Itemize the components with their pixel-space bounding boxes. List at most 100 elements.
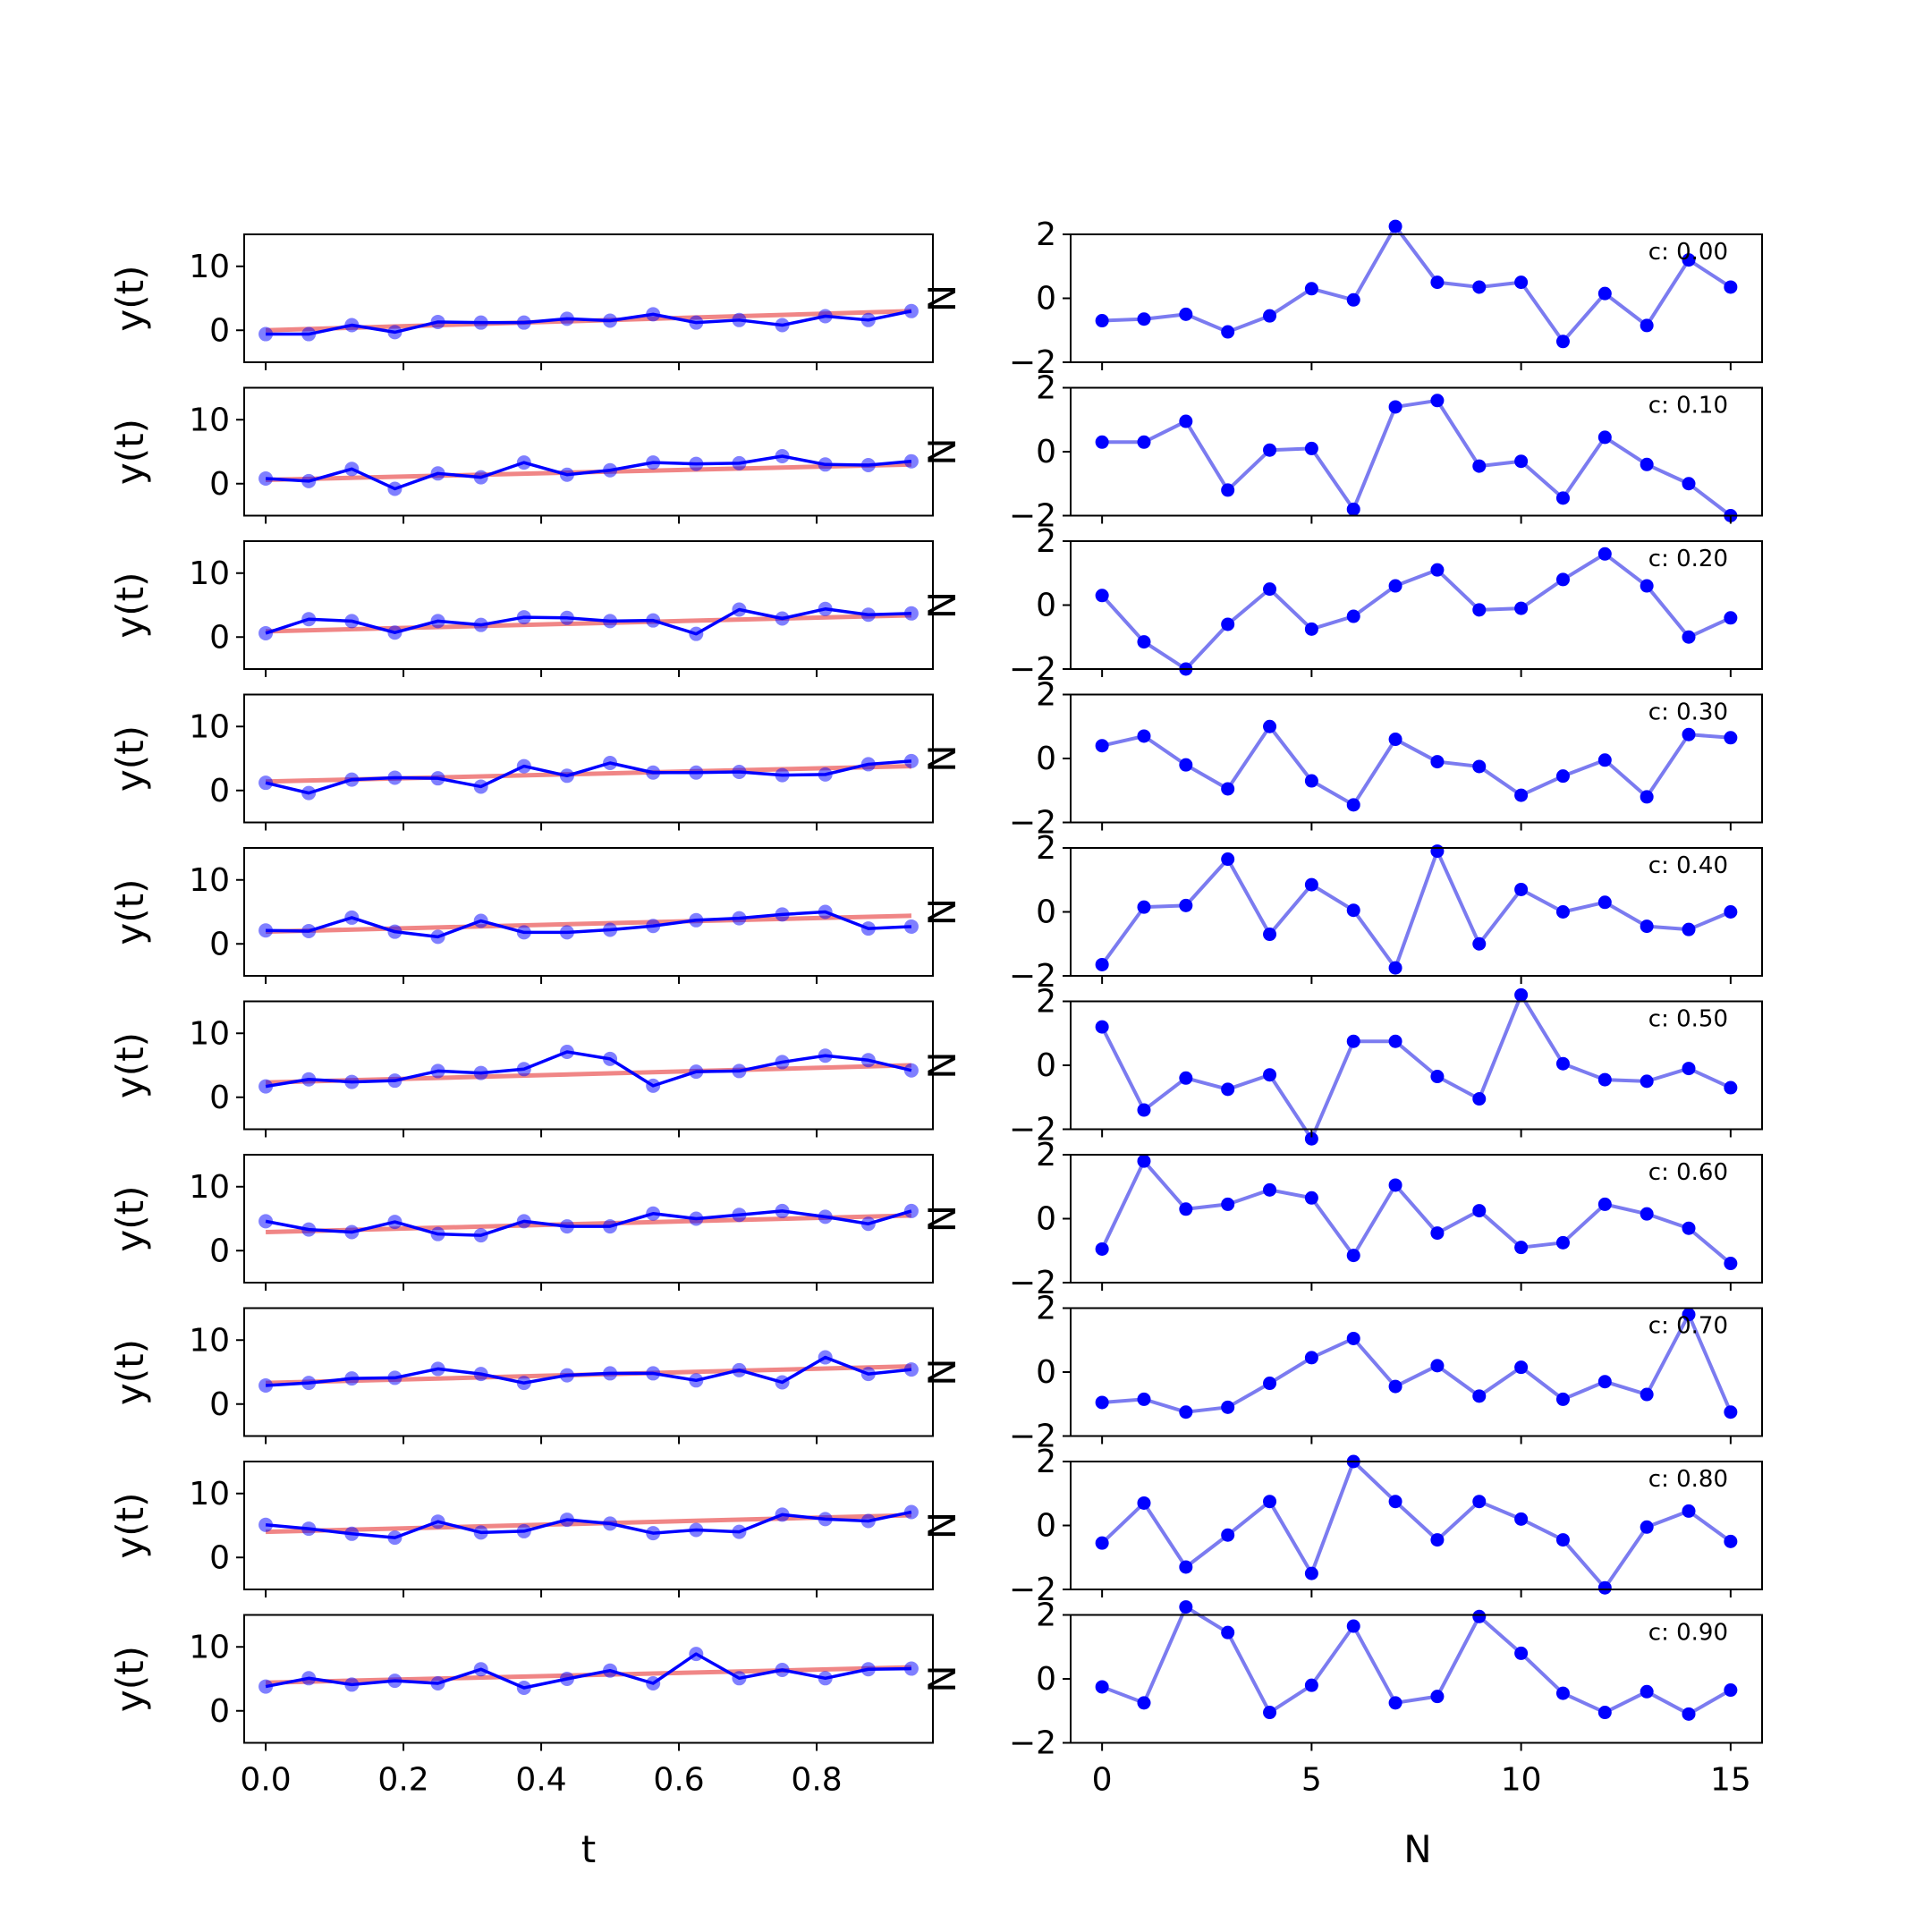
trend-line-5	[265, 1063, 912, 1085]
noise-point-4-15	[1724, 905, 1738, 919]
noise-point-6-0	[1095, 1241, 1109, 1256]
noise-point-0-8	[1430, 275, 1445, 290]
left-xtick-label-1: 0.2	[377, 1762, 428, 1799]
noise-line-9	[1101, 1605, 1732, 1716]
left-plot-area-5	[258, 1044, 919, 1094]
noise-point-2-0	[1095, 589, 1109, 603]
noise-point-5-13	[1640, 1074, 1654, 1089]
noise-point-7-8	[1430, 1359, 1445, 1373]
panel-annotation-5: c: 0.50	[1648, 1006, 1728, 1033]
plot-layer: 0 10 y(t) −2 0 2 Nc: 0.00 0 10 y(t) −2 0 2 Nc: 0.10 0 1…	[108, 216, 1763, 1799]
left-axes-frame-9	[243, 1614, 934, 1744]
noise-point-9-12	[1597, 1706, 1612, 1720]
right-panel-0: −2 0 2 Nc: 0.00	[920, 216, 1763, 381]
noise-point-1-9	[1472, 459, 1487, 473]
left-ytick-label-3-1: 10	[189, 708, 230, 745]
noise-point-7-14	[1682, 1308, 1696, 1322]
noise-point-4-11	[1555, 905, 1570, 919]
noise-point-3-15	[1724, 731, 1738, 745]
noise-point-2-12	[1597, 547, 1612, 561]
noise-point-4-0	[1095, 957, 1109, 971]
left-ytick-label-0-1: 10	[189, 249, 230, 285]
right-ytick-label-0-1: 0	[1036, 281, 1056, 318]
noise-point-6-12	[1597, 1197, 1612, 1211]
noise-point-8-13	[1640, 1520, 1654, 1534]
noise-point-4-14	[1682, 922, 1696, 936]
noise-point-1-0	[1095, 435, 1109, 449]
noise-point-2-14	[1682, 630, 1696, 644]
noise-point-0-1	[1137, 312, 1151, 326]
panel-annotation-4: c: 0.40	[1648, 852, 1728, 879]
noise-point-0-0	[1095, 314, 1109, 328]
noise-point-1-4	[1263, 443, 1277, 457]
noise-point-7-12	[1597, 1375, 1612, 1389]
series-line-3	[265, 759, 912, 795]
noise-point-6-3	[1221, 1197, 1235, 1211]
noise-point-8-2	[1179, 1560, 1193, 1574]
noise-point-6-15	[1724, 1257, 1738, 1271]
left-y-axis-label-7: y(t)	[108, 1339, 152, 1405]
right-y-axis-label-1: N	[920, 437, 964, 465]
noise-point-8-7	[1388, 1495, 1402, 1509]
noise-point-6-1	[1137, 1154, 1151, 1168]
noise-point-7-2	[1179, 1405, 1193, 1419]
right-panel-8: −2 0 2 Nc: 0.80	[920, 1444, 1763, 1608]
right-panel-1: −2 0 2 Nc: 0.10	[920, 370, 1763, 535]
left-ytick-label-5-1: 10	[189, 1015, 230, 1052]
noise-point-8-5	[1304, 1566, 1318, 1580]
right-ytick-label-1-1: 0	[1036, 434, 1056, 470]
noise-point-3-7	[1388, 733, 1402, 747]
left-y-axis-label-9: y(t)	[108, 1646, 152, 1712]
noise-point-5-0	[1095, 1020, 1109, 1034]
left-plot-area-2	[258, 601, 919, 641]
noise-point-6-9	[1472, 1204, 1487, 1218]
right-panel-6: −2 0 2 Nc: 0.60	[920, 1137, 1763, 1301]
left-ytick-label-2-1: 10	[189, 555, 230, 592]
noise-point-7-4	[1263, 1377, 1277, 1391]
left-panel-2: 0 10 y(t)	[108, 540, 934, 677]
right-panel-3: −2 0 2 Nc: 0.30	[920, 677, 1763, 842]
right-ytick-label-9-1: 0	[1036, 1661, 1056, 1698]
left-ytick-label-9-1: 10	[189, 1629, 230, 1665]
series-line-4	[266, 910, 912, 939]
noise-point-1-7	[1388, 400, 1402, 414]
noise-line-0	[1102, 225, 1732, 343]
noise-point-9-10	[1514, 1646, 1529, 1660]
left-y-axis-label-3: y(t)	[108, 725, 152, 792]
noise-point-0-10	[1514, 275, 1529, 290]
right-ytick-label-6-0: −2	[1009, 1265, 1056, 1301]
left-ytick-label-4-1: 10	[189, 862, 230, 899]
noise-point-1-13	[1640, 457, 1654, 471]
noise-point-1-3	[1221, 483, 1235, 497]
left-ytick-label-6-1: 10	[189, 1169, 230, 1206]
series-line-1	[265, 454, 912, 491]
noise-point-5-7	[1388, 1034, 1402, 1048]
noise-point-7-0	[1095, 1395, 1109, 1410]
right-ytick-label-4-0: −2	[1009, 958, 1056, 995]
noise-point-2-6	[1346, 609, 1360, 623]
right-panel-4: −2 0 2 Nc: 0.40	[920, 830, 1763, 995]
left-ytick-label-7-0: 0	[209, 1386, 230, 1423]
left-plot-area-4	[258, 904, 919, 945]
noise-line-5	[1100, 993, 1732, 1141]
noise-point-3-6	[1346, 798, 1360, 812]
noise-point-7-1	[1137, 1392, 1151, 1406]
noise-point-7-15	[1724, 1405, 1738, 1419]
noise-point-4-13	[1640, 919, 1654, 934]
noise-point-5-8	[1430, 1070, 1445, 1084]
panel-annotation-6: c: 0.60	[1648, 1159, 1728, 1186]
noise-point-4-1	[1137, 900, 1151, 914]
right-xtick-label-1: 5	[1301, 1762, 1322, 1799]
right-ytick-label-1-2: 2	[1036, 370, 1056, 407]
noise-point-5-14	[1682, 1062, 1696, 1076]
noise-point-6-14	[1682, 1221, 1696, 1235]
noise-point-8-10	[1514, 1512, 1529, 1526]
right-y-axis-label-5: N	[920, 1051, 964, 1079]
right-y-axis-label-0: N	[920, 284, 964, 312]
left-ytick-label-3-0: 0	[209, 773, 230, 809]
noise-line-8	[1100, 1460, 1733, 1590]
left-y-axis-label-2: y(t)	[108, 572, 152, 638]
noise-point-0-14	[1682, 253, 1696, 267]
noise-line-4	[1100, 849, 1732, 970]
